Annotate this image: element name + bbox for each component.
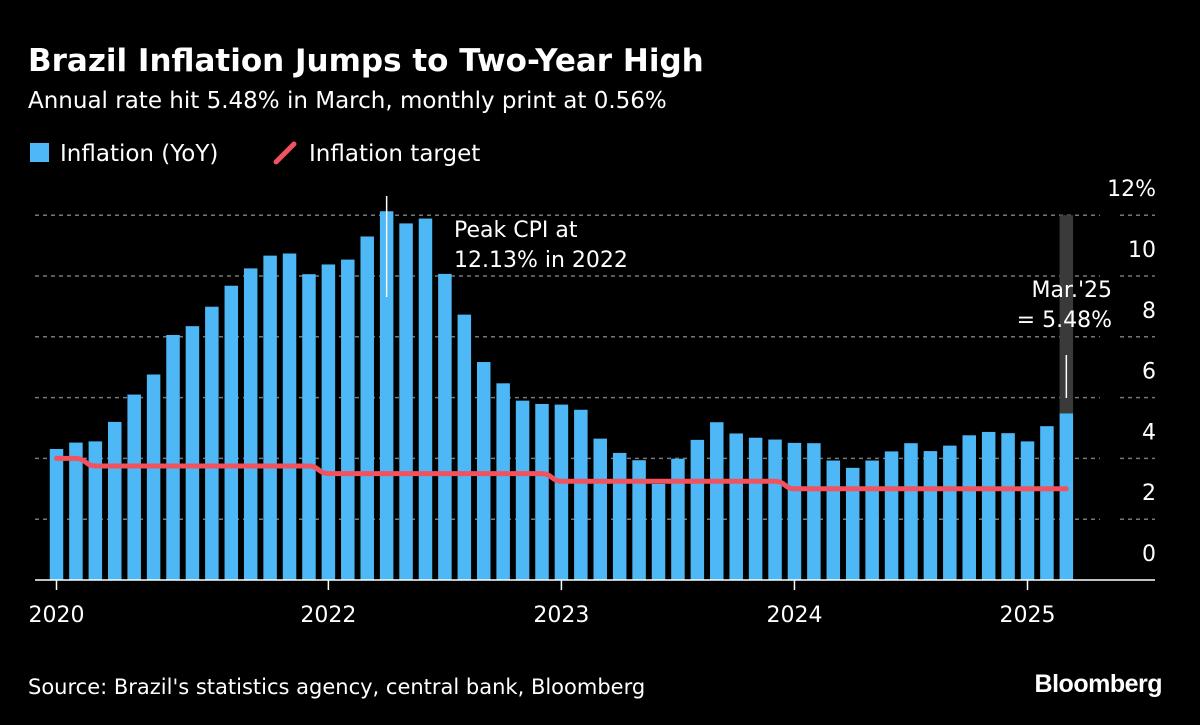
bar-2023-07 [671,458,685,580]
bar-2024-03 [826,460,841,580]
bar-2023-01 [554,404,569,580]
bar-2023-12 [768,439,782,580]
bar-2021-05 [166,334,180,580]
bar-2021-09 [243,268,258,580]
bar-2022-05 [399,223,413,580]
bar-2023-04 [612,452,627,580]
chart-subtitle: Annual rate hit 5.48% in March, monthly … [28,88,667,114]
bar-2024-01 [787,442,802,580]
bar-2023-08 [690,439,705,580]
bar-2024-06 [884,451,899,580]
bar-2023-10 [729,433,743,580]
bloomberg-logo: Bloomberg [1035,670,1162,698]
bar-2022-04 [379,211,394,581]
peak-annotation-line2: 12.13% in 2022 [454,248,628,273]
bar-2021-01 [88,441,103,580]
bar-2023-02 [574,409,588,580]
y-tick-label: 0 [1142,542,1156,567]
bars [49,211,1074,581]
target-line [54,455,1069,492]
bar-2024-10 [962,435,976,580]
y-tick-label: 2 [1142,481,1156,506]
legend-swatch-target [273,141,297,165]
bar-2020-11 [49,448,64,580]
bar-2021-12 [302,274,316,580]
annotations: Peak CPI at 12.13% in 2022 Mar.'25 = 5.4… [385,196,1112,398]
bar-2021-07 [205,306,219,580]
y-tick-label: 10 [1128,238,1156,263]
y-tick-label: 6 [1142,360,1156,385]
bar-2023-09 [710,422,724,580]
y-tick-label: 8 [1142,299,1156,324]
bar-2023-05 [632,460,646,580]
bar-2021-04 [146,374,161,580]
bar-2024-05 [865,460,879,580]
axes [35,579,1155,590]
bar-2023-06 [651,483,666,580]
x-tick-label: 2025 [1000,603,1056,628]
bar-2022-11 [515,400,530,580]
bar-2023-03 [593,438,608,580]
bar-2021-11 [282,253,297,580]
bar-2022-12 [535,403,549,580]
bar-2022-06 [418,218,433,580]
peak-annotation-line1: Peak CPI at [454,218,578,243]
source-note: Source: Brazil's statistics agency, cent… [28,675,645,699]
bar-2025-02 [1040,426,1054,580]
latest-annotation-line2: = 5.48% [1017,308,1112,333]
chart-title: Brazil Inflation Jumps to Two-Year High [28,43,704,79]
legend-label-target: Inflation target [309,141,480,167]
bar-2023-11 [748,437,763,580]
legend-label-inflation: Inflation (YoY) [60,141,218,167]
bar-2024-11 [981,431,996,580]
bar-2022-10 [496,383,510,580]
highlight-band-rect [1059,215,1074,414]
bar-2021-02 [108,421,122,580]
x-tick-label: 2022 [300,603,356,628]
bar-2021-06 [185,326,200,580]
bar-2022-09 [476,362,491,580]
bar-2024-04 [845,467,860,580]
y-tick-label: 12% [1107,177,1156,202]
legend: Inflation (YoY) Inflation target [30,141,480,167]
bar-2022-03 [360,236,374,581]
bar-2021-03 [127,394,141,580]
bar-2021-08 [224,285,239,580]
x-tick-label: 2023 [533,603,589,628]
y-tick-labels: 0 2 4 6 8 10 12% [1107,177,1156,567]
bar-2025-01 [1020,441,1035,580]
bar-2022-08 [457,314,472,580]
x-tick-label: 2024 [766,603,822,628]
bar-2024-07 [904,443,918,580]
x-tick-label: 2020 [29,603,85,628]
y-tick-label: 4 [1142,420,1156,445]
bar-2024-02 [807,443,821,580]
bar-2022-02 [341,259,355,580]
latest-annotation-line1: Mar.'25 [1031,278,1112,303]
target-line-path [54,455,1069,492]
bar-2024-12 [1001,433,1015,580]
bar-2025-03 [1059,413,1074,580]
bar-2020-12 [69,442,83,580]
bar-2021-10 [263,255,277,580]
bar-2022-01 [321,264,336,580]
legend-swatch-inflation [30,143,49,162]
highlight-band [1059,215,1074,414]
x-tick-labels: 2020 2022 2023 2024 2025 [29,603,1056,628]
bar-2022-07 [438,273,452,580]
bar-2024-09 [943,445,957,580]
bar-2024-08 [923,451,938,580]
